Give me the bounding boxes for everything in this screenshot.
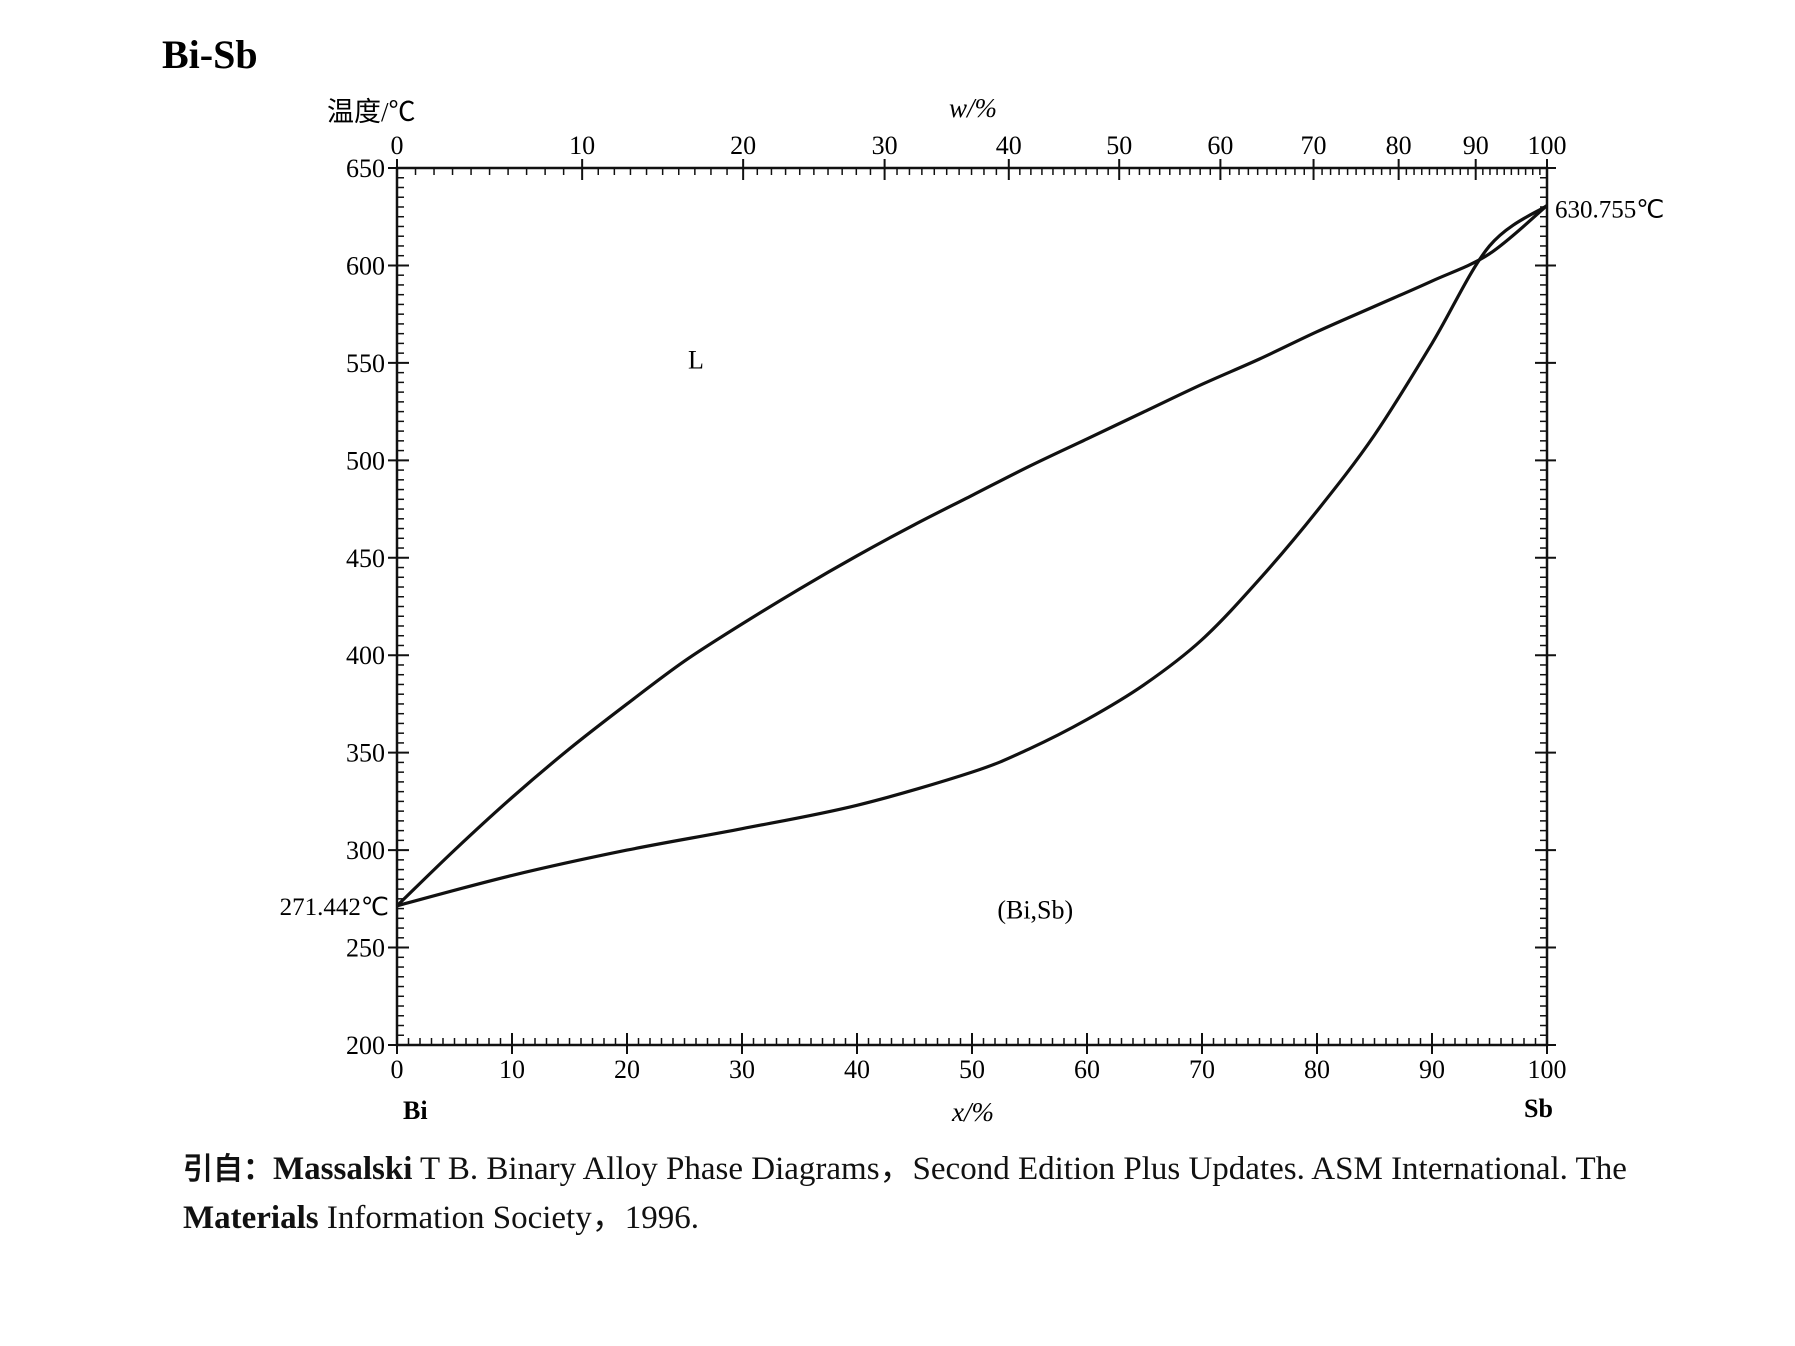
x-tick-label: 80 xyxy=(1304,1055,1330,1084)
y-tick-label: 650 xyxy=(346,154,385,183)
x-tick-label: 40 xyxy=(844,1055,870,1084)
y-tick-label: 300 xyxy=(346,836,385,865)
top-tick-label: 60 xyxy=(1207,131,1233,160)
phase-boundaries xyxy=(395,204,1549,908)
x-tick-label: 60 xyxy=(1074,1055,1100,1084)
y-tick-label: 600 xyxy=(346,251,385,280)
y-axis-ticks: 200 250 300 350 400 450 500 550 600 650 xyxy=(346,154,1556,1060)
source-line2-lead: Materials xyxy=(183,1200,319,1236)
x-tick-label: 50 xyxy=(959,1055,985,1084)
top-tick-label: 80 xyxy=(1386,131,1412,160)
top-tick-label: 0 xyxy=(391,131,404,160)
x-tick-label: 100 xyxy=(1528,1055,1567,1084)
source-author: Massalski xyxy=(273,1151,413,1187)
plot-frame xyxy=(395,166,1549,1047)
right-element-label: Sb xyxy=(1524,1094,1553,1123)
region-labels: L (Bi,Sb) xyxy=(688,346,1073,925)
top-tick-label: 50 xyxy=(1106,131,1132,160)
liquidus-line xyxy=(395,204,1549,907)
x-tick-label: 70 xyxy=(1189,1055,1215,1084)
top-tick-label: 40 xyxy=(996,131,1022,160)
top-tick-label: 10 xyxy=(569,131,595,160)
bottom-axis-title: x/% xyxy=(951,1097,994,1127)
source-citation: 引自：Massalski T B. Binary Alloy Phase Dia… xyxy=(183,1145,1743,1242)
y-tick-label: 200 xyxy=(346,1031,385,1060)
top-tick-label: 30 xyxy=(872,131,898,160)
source-line1: T B. Binary Alloy Phase Diagrams，Second … xyxy=(412,1151,1627,1187)
top-tick-label: 70 xyxy=(1301,131,1327,160)
top-axis-title: w/% xyxy=(949,93,997,123)
left-element-label: Bi xyxy=(403,1096,428,1125)
region-label: (Bi,Sb) xyxy=(997,895,1073,924)
source-line2: Information Society，1996. xyxy=(318,1200,699,1236)
x-tick-label: 90 xyxy=(1419,1055,1445,1084)
y-tick-label: 450 xyxy=(346,544,385,573)
annotations: 271.442℃ 630.755℃ xyxy=(280,197,1665,921)
y-tick-label: 500 xyxy=(346,446,385,475)
top-tick-label: 100 xyxy=(1528,131,1567,160)
x-tick-label: 0 xyxy=(391,1055,404,1084)
sb-melting-point-label: 630.755℃ xyxy=(1555,197,1664,224)
x-tick-label: 30 xyxy=(729,1055,755,1084)
y-tick-label: 550 xyxy=(346,349,385,378)
minor-ticks xyxy=(397,168,1547,1045)
top-tick-label: 90 xyxy=(1463,131,1489,160)
y-tick-label: 400 xyxy=(346,641,385,670)
x-tick-label: 10 xyxy=(499,1055,525,1084)
y-tick-label: 250 xyxy=(346,934,385,963)
region-label: L xyxy=(688,346,704,375)
chart-title: Bi-Sb xyxy=(162,32,258,77)
solidus-line xyxy=(396,204,1548,908)
x-tick-label: 20 xyxy=(614,1055,640,1084)
top-axis-ticks: 0 10 20 30 40 50 60 70 80 90 100 xyxy=(391,131,1567,180)
x-axis-ticks: 0 10 20 30 40 50 60 70 80 90 100 xyxy=(391,1033,1567,1084)
y-axis-title: 温度/℃ xyxy=(327,97,416,127)
bi-melting-point-label: 271.442℃ xyxy=(280,894,389,921)
top-tick-label: 20 xyxy=(730,131,756,160)
y-tick-label: 350 xyxy=(346,739,385,768)
source-prefix: 引自： xyxy=(183,1152,273,1187)
phase-diagram: Bi-Sb 温度/℃ w/% x/% Bi Sb 200250300350400… xyxy=(162,32,1665,1127)
